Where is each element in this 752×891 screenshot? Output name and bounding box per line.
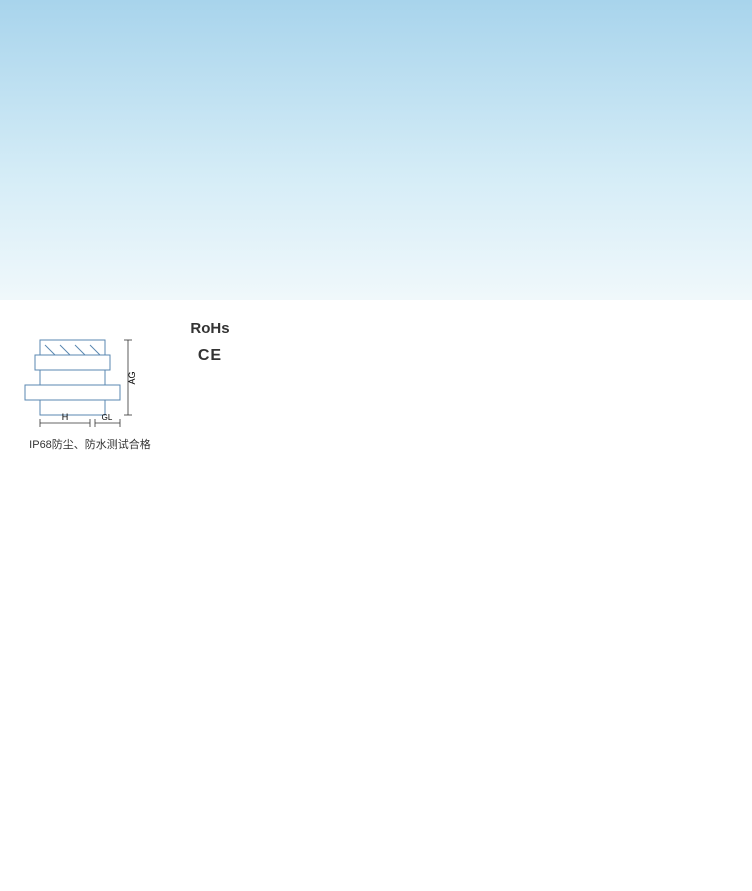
hero-banner bbox=[0, 0, 752, 300]
dimension-block: AG H GL IP68防尘、防水测试合格 bbox=[10, 320, 170, 452]
specs-chinese bbox=[250, 320, 491, 452]
rohs-mark: RoHs bbox=[180, 320, 240, 337]
spec-table-wrap bbox=[0, 482, 752, 502]
dim-label-gl: GL bbox=[102, 413, 113, 422]
ce-mark: CE bbox=[180, 347, 240, 365]
dimension-drawing: AG H GL bbox=[10, 320, 140, 430]
info-section: AG H GL IP68防尘、防水测试合格 RoHs CE bbox=[0, 300, 752, 482]
dim-label-ag: AG bbox=[127, 371, 137, 384]
dim-label-h: H bbox=[62, 412, 69, 422]
certification-block: RoHs CE bbox=[180, 320, 240, 452]
specs-english bbox=[501, 320, 742, 452]
dimension-caption: IP68防尘、防水测试合格 bbox=[10, 436, 170, 452]
